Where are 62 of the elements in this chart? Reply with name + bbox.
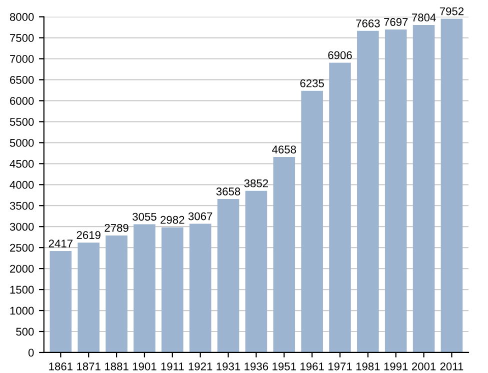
y-tick-label: 2500 <box>10 244 34 252</box>
bar <box>78 242 100 352</box>
data-label: 7697 <box>384 18 408 26</box>
y-tick-label: 1500 <box>10 286 34 294</box>
data-label: 2789 <box>104 224 128 232</box>
bar <box>217 198 240 352</box>
y-tick-label: 3500 <box>10 202 34 210</box>
data-label: 2982 <box>160 216 184 224</box>
bar <box>162 227 184 352</box>
y-tick-label: 6500 <box>10 76 34 84</box>
data-label: 6906 <box>328 51 352 60</box>
data-label: 2619 <box>76 231 100 239</box>
x-tick-label: 1881 <box>105 362 128 370</box>
x-tick-label: 1871 <box>77 362 100 370</box>
y-tick-label: 7000 <box>10 55 34 63</box>
x-tick-label: 1861 <box>49 362 72 370</box>
bar <box>106 235 128 352</box>
y-tick-label: 4000 <box>10 180 34 189</box>
data-label: 3658 <box>216 188 240 196</box>
data-label: 2417 <box>48 240 72 248</box>
bar <box>50 251 72 352</box>
x-tick-label: 2011 <box>440 362 464 370</box>
y-tick-label: 500 <box>16 328 34 336</box>
x-tick-label: 1951 <box>272 362 296 370</box>
bar <box>301 90 323 352</box>
bar <box>273 157 296 352</box>
bar <box>329 62 351 352</box>
x-tick-label: 1911 <box>161 362 184 370</box>
data-label: 3852 <box>244 179 268 188</box>
bar <box>412 25 435 352</box>
x-tick-label: 1936 <box>244 362 268 370</box>
y-tick-label: 2000 <box>10 264 34 273</box>
data-label: 7804 <box>412 14 436 22</box>
x-tick-label: 1921 <box>188 362 212 370</box>
data-label: 7663 <box>356 19 380 28</box>
y-tick-label: 3000 <box>10 222 34 231</box>
bar <box>189 224 212 352</box>
x-tick-label: 1961 <box>300 362 324 370</box>
data-label: 4658 <box>272 146 296 154</box>
x-tick-label: 1931 <box>216 362 240 370</box>
x-tick-label: 1981 <box>356 362 380 370</box>
y-tick-label: 1000 <box>10 306 34 315</box>
x-tick-label: 1901 <box>132 362 156 370</box>
data-label: 7952 <box>440 7 464 16</box>
y-tick-label: 8000 <box>10 13 34 21</box>
y-tick-label: 0 <box>28 348 34 357</box>
data-label: 3067 <box>188 212 212 220</box>
bar <box>134 224 156 352</box>
y-tick-label: 5500 <box>10 118 34 126</box>
data-label: 6235 <box>300 79 324 88</box>
y-tick-label: 5000 <box>10 138 34 147</box>
y-tick-label: 7500 <box>10 34 34 42</box>
x-tick-label: 1971 <box>328 362 352 370</box>
bar <box>245 190 268 352</box>
y-tick-label: 6000 <box>10 96 34 105</box>
y-tick-label: 4500 <box>10 160 34 168</box>
data-label: 3055 <box>132 212 156 221</box>
bar <box>440 18 463 352</box>
x-tick-label: 1991 <box>384 362 408 370</box>
bar <box>357 30 379 352</box>
x-tick-label: 2001 <box>412 362 436 370</box>
bar <box>384 30 407 352</box>
